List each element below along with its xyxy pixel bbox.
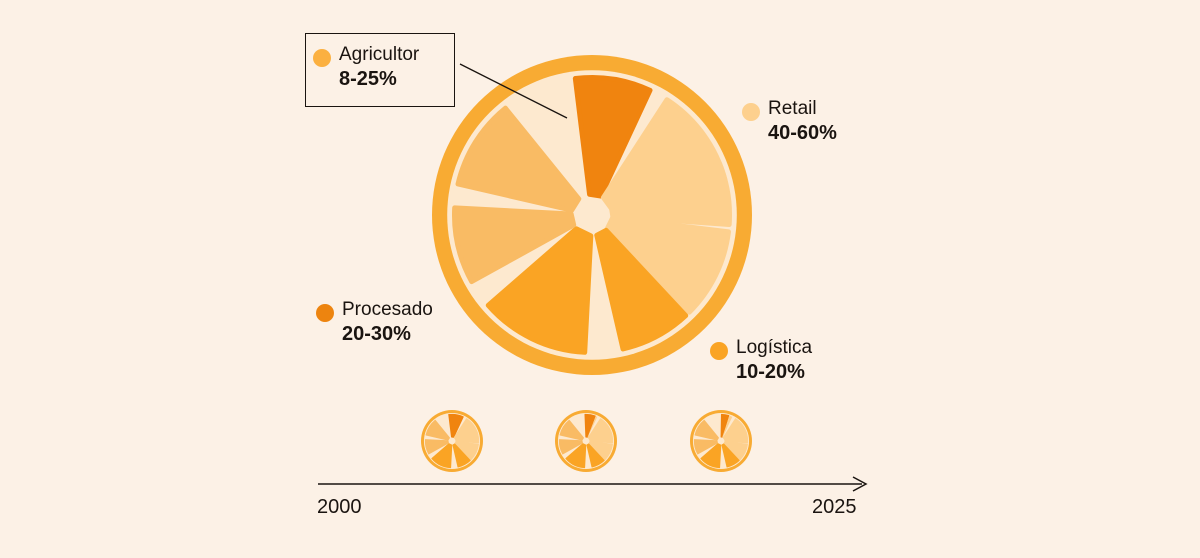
timeline-start-label: 2000: [317, 496, 362, 518]
timeline-orange-2-wedge-5: [586, 443, 605, 468]
large-orange-wedge-6: [485, 226, 594, 355]
timeline-orange-3-wedge-8: [694, 419, 719, 441]
timeline-orange-3-wedge-4: [723, 440, 748, 461]
agricultor-label: Agricultor: [339, 44, 420, 65]
timeline-orange-3-wedge-5: [721, 443, 740, 468]
procesado-color-dot: [316, 304, 334, 322]
retail-range: 40-60%: [768, 122, 837, 144]
timeline-orange-3-wedge-1: [720, 413, 730, 438]
timeline-arrow-head: [852, 476, 868, 492]
logistica-range: 10-20%: [736, 361, 805, 383]
timeline-orange-1-wedge-3: [455, 430, 480, 444]
timeline-orange-2-wedge-1-remainder: [587, 416, 598, 438]
timeline-orange-slices: [421, 410, 752, 472]
retail-color-dot: [742, 103, 760, 121]
timeline-orange-2: [555, 410, 617, 472]
timeline-orange-2-wedge-6: [565, 443, 587, 469]
timeline-orange-3-wedge-1-remainder: [722, 415, 733, 438]
timeline-orange-2-wedge-8: [559, 419, 584, 441]
timeline-orange-2-wedge-1: [584, 413, 596, 438]
agricultor-callout-box: [305, 33, 455, 107]
callout-leader-line: [459, 63, 568, 119]
timeline-orange-1-wedge-6: [431, 443, 453, 469]
agricultor-color-dot: [313, 49, 331, 67]
timeline-orange-1-wedge-4: [454, 440, 479, 461]
timeline-orange-1-wedge-7: [424, 439, 449, 455]
timeline-orange-3-wedge-6: [700, 443, 722, 469]
procesado-label: Procesado: [342, 299, 433, 320]
timeline-orange-3-wedge-3: [724, 430, 749, 444]
large-orange-wedge-5: [594, 227, 689, 352]
agricultor-range: 8-25%: [339, 68, 397, 90]
large-orange-slice: [432, 55, 752, 375]
large-orange-wedge-1: [572, 75, 653, 199]
retail-label: Retail: [768, 98, 817, 119]
timeline-end-label: 2025: [812, 496, 857, 518]
timeline-orange-3: [690, 410, 752, 472]
timeline-orange-2-wedge-3: [589, 430, 614, 444]
large-orange: [432, 55, 752, 375]
timeline-orange-1-wedge-1: [448, 413, 464, 438]
timeline-orange-2-wedge-7: [558, 439, 583, 455]
timeline-orange-1-wedge-5: [452, 443, 471, 468]
large-orange-wedge-8: [455, 105, 582, 213]
large-orange-wedge-7: [452, 205, 577, 285]
timeline-orange-2-wedge-4: [588, 440, 613, 461]
timeline-orange-3-wedge-7: [693, 439, 718, 455]
large-orange-wedge-3: [608, 161, 732, 227]
logistica-color-dot: [710, 342, 728, 360]
timeline-orange-1: [421, 410, 483, 472]
large-orange-wedge-4: [604, 215, 731, 315]
procesado-range: 20-30%: [342, 323, 411, 345]
timeline-orange-1-wedge-8: [425, 419, 450, 441]
logistica-label: Logística: [736, 337, 813, 358]
